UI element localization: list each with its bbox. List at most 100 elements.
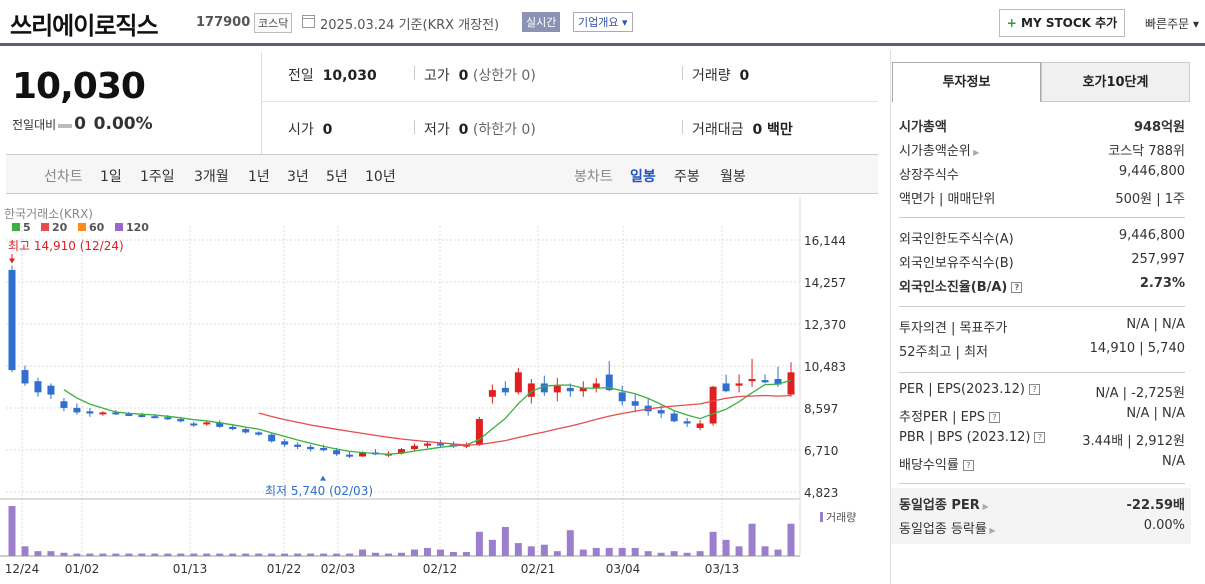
candle-body [618, 392, 626, 402]
period-3m[interactable]: 3개월 [194, 169, 229, 185]
candle-body [333, 450, 341, 455]
candle-body [190, 423, 198, 426]
legend-label: 60 [89, 221, 105, 234]
info-value: -22.59배 [1126, 498, 1185, 513]
y-tick-label: 10,483 [804, 360, 846, 374]
low-annotation: 최저 5,740 (02/03) [265, 484, 373, 498]
info-row[interactable]: 동일업종 PER ▶ -22.59배 [899, 492, 1185, 514]
volume-bar [605, 547, 613, 556]
tab-hoga-10[interactable]: 호가10단계 [1041, 62, 1190, 102]
volume-bar [475, 531, 483, 556]
legend-label: 20 [52, 221, 68, 234]
help-icon[interactable]: ? [988, 412, 1000, 423]
stat-high: 고가 0 (상한가 0) [424, 65, 536, 85]
candle-weekly[interactable]: 주봉 [674, 169, 700, 185]
volume-bar [255, 553, 263, 556]
volume-bar [462, 551, 470, 556]
info-label: 상장주식수 [899, 164, 959, 183]
peer-summary-bg [891, 488, 1191, 544]
candle-body [164, 417, 172, 420]
volume-bar [320, 553, 328, 556]
candle-body [112, 412, 120, 415]
realtime-badge[interactable]: 실시간 [522, 12, 561, 32]
x-tick-label: 03/04 [606, 562, 641, 576]
volume-bar [125, 553, 133, 556]
company-overview-dropdown[interactable]: 기업개요 ▾ [573, 12, 633, 32]
candle-body [605, 374, 613, 391]
candle-body [21, 370, 29, 384]
candlestick-chart[interactable]: 12/24 01/02 01/13 01/22 02/03 02/12 02/21 03/04… [0, 196, 878, 584]
line-chart-label[interactable]: 선차트 [44, 169, 83, 185]
legend-swatch [115, 223, 123, 231]
arrow-right-icon[interactable]: ▶ [986, 526, 996, 535]
current-price: 10,030 [12, 66, 146, 107]
period-3y[interactable]: 3년 [287, 169, 309, 185]
info-value: 14,910 | 5,740 [1089, 341, 1185, 356]
y-tick-label: 16,144 [804, 234, 846, 248]
my-stock-add-button[interactable]: + MY STOCK 추가 [999, 9, 1125, 37]
stat-low-label: 저가 [424, 122, 450, 138]
help-icon[interactable]: ? [962, 460, 974, 471]
candle-body [566, 387, 574, 392]
volume-bar [527, 546, 535, 556]
period-1d[interactable]: 1일 [100, 169, 122, 185]
candle-body [553, 385, 561, 393]
arrow-right-icon[interactable]: ▶ [970, 148, 980, 157]
candle-chart-label[interactable]: 봉차트 [574, 169, 613, 185]
period-1w[interactable]: 1주일 [140, 169, 175, 185]
info-label: 동일업종 PER ▶ [899, 494, 989, 513]
candle-body [86, 411, 94, 414]
candle-body [47, 385, 55, 395]
period-1y[interactable]: 1년 [248, 169, 270, 185]
candle-body [540, 383, 548, 393]
info-label: 투자의견 | 목표주가 [899, 317, 1007, 336]
stat-amount-label: 거래대금 [692, 122, 744, 138]
period-10y[interactable]: 10년 [365, 169, 396, 185]
volume-bar [657, 552, 665, 556]
volume-bar [787, 523, 795, 556]
info-row[interactable]: PER | EPS(2023.12)? N/A | -2,725원 [899, 380, 1185, 402]
date: 2025.03.24 [320, 18, 395, 33]
candle-body [8, 269, 16, 371]
info-value: 9,446,800 [1118, 164, 1185, 179]
candle-body [359, 452, 367, 457]
moving-average-20 [258, 394, 792, 446]
candle-daily[interactable]: 일봉 [630, 169, 656, 185]
candle-monthly[interactable]: 월봉 [720, 169, 746, 185]
info-row[interactable]: 동일업종 등락률 ▶ 0.00% [899, 516, 1185, 538]
volume-bar [385, 553, 393, 556]
info-row[interactable]: 시가총액순위 ▶ 코스닥 788위 [899, 138, 1185, 160]
info-row[interactable]: 추정PER | EPS? N/A | N/A [899, 404, 1185, 426]
y-tick-label: 12,370 [804, 318, 846, 332]
info-value: N/A | N/A [1126, 317, 1185, 332]
volume-bar [683, 552, 691, 556]
divider [682, 66, 683, 80]
y-tick-label: 6,710 [804, 444, 838, 458]
arrow-right-icon[interactable]: ▶ [979, 502, 989, 511]
info-label-text: 동일업종 등락률 [899, 522, 987, 537]
info-row[interactable]: 배당수익률? N/A [899, 452, 1185, 474]
info-row[interactable]: PBR | BPS (2023.12)? 3.44배 | 2,912원 [899, 428, 1185, 450]
info-value: N/A | -2,725원 [1095, 386, 1185, 401]
candle-body [346, 454, 354, 457]
info-row[interactable]: 외국인소진율(B/A)? 2.73% [899, 274, 1185, 296]
stat-open: 시가 0 [288, 119, 332, 139]
quick-order-button[interactable]: 빠른주문 ▾ [1145, 15, 1199, 32]
candle-body [294, 444, 302, 447]
tab-invest-info[interactable]: 투자정보 [892, 62, 1041, 102]
candle-body [307, 446, 315, 450]
stat-volume-value: 0 [739, 68, 750, 84]
candle-body [216, 422, 224, 427]
stock-header: 쓰리에이로직스 177900 코스닥 2025.03.24 기준(KRX 개장전… [0, 0, 1205, 46]
info-label-text: 동일업종 PER [899, 498, 980, 513]
help-icon[interactable]: ? [1034, 432, 1046, 443]
period-5y[interactable]: 5년 [326, 169, 348, 185]
info-value: N/A | N/A [1126, 406, 1185, 421]
help-icon[interactable]: ? [1011, 282, 1023, 293]
info-label: 외국인보유주식수(B) [899, 252, 1014, 271]
divider [414, 66, 415, 80]
candle-body [787, 372, 795, 395]
divider [682, 120, 683, 134]
help-icon[interactable]: ? [1028, 384, 1040, 395]
volume-bar [774, 549, 782, 556]
